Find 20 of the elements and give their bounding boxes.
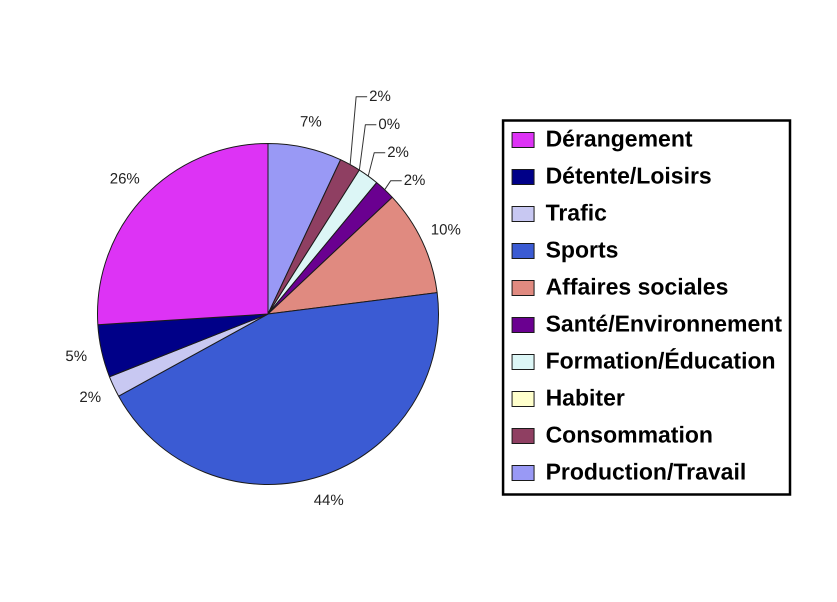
text: 0% <box>378 116 400 133</box>
legend-label: Consommation <box>546 421 713 448</box>
data-label: 26% <box>110 170 140 188</box>
legend-label: Trafic <box>546 199 608 226</box>
data-label: 2% <box>369 88 391 105</box>
data-label: 2% <box>79 388 102 406</box>
legend-label: Dérangement <box>546 125 693 152</box>
legend-label: Santé/Environnement <box>546 310 782 336</box>
legend-label: Habiter <box>546 384 625 410</box>
data-label: 5% <box>65 348 88 366</box>
data-label: 2% <box>387 144 409 161</box>
data-label: 2% <box>404 172 426 189</box>
data-label: 44% <box>314 492 344 510</box>
data-label: 10% <box>430 221 461 238</box>
legend-label: Production/Travail <box>546 458 746 484</box>
legend-label: Détente/Loisirs <box>546 162 712 188</box>
legend-label: Formation/Éducation <box>546 347 776 374</box>
legend-label: Sports <box>546 236 618 262</box>
legend-label: Affaires sociales <box>546 273 728 300</box>
data-label: 7% <box>300 113 322 130</box>
